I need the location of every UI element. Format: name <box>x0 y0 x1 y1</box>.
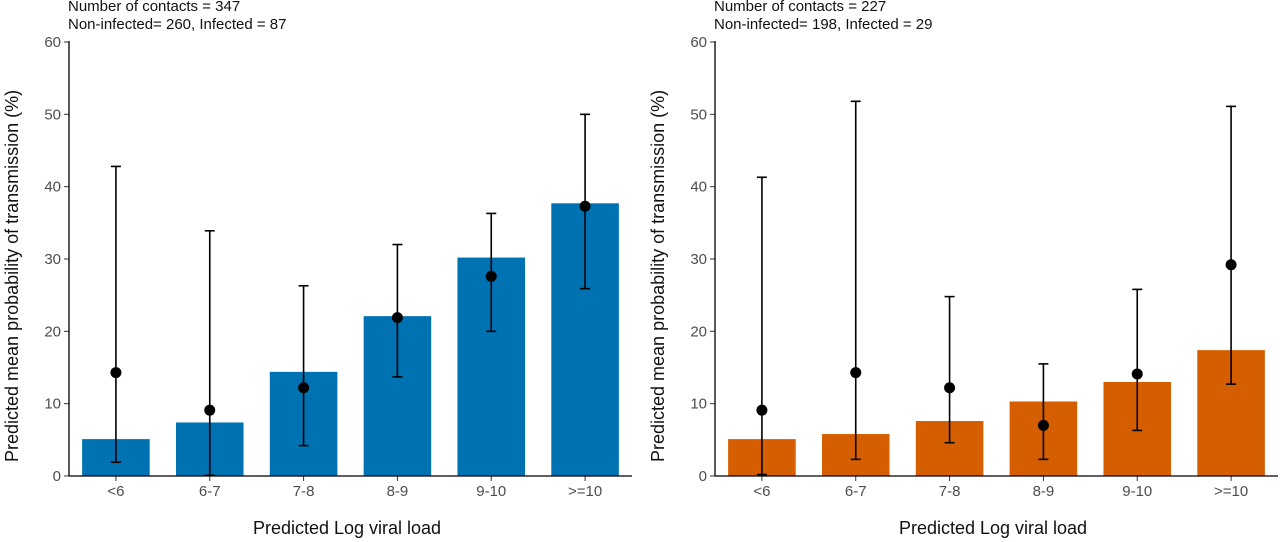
y-tick-label: 10 <box>690 396 707 413</box>
mean-point <box>485 270 497 282</box>
subtitle-contacts: Number of contacts = 347 <box>68 0 241 15</box>
y-tick-label: 40 <box>690 179 707 196</box>
y-tick-label: 60 <box>690 34 707 51</box>
x-tick-label: 6-7 <box>199 483 221 500</box>
y-tick-label: 20 <box>690 323 707 340</box>
y-tick-label: 0 <box>53 468 61 485</box>
subtitle-contacts: Number of contacts = 227 <box>714 0 887 15</box>
mean-point <box>298 382 310 394</box>
subtitle-infection-counts: Non-infected= 198, Infected = 29 <box>714 16 933 33</box>
chart-panel-left: Number of contacts = 347 Non-infected= 2… <box>2 0 632 538</box>
mean-point <box>204 404 216 416</box>
mean-point <box>756 404 768 416</box>
x-tick-label: >=10 <box>1214 483 1248 500</box>
x-axis-label: Predicted Log viral load <box>252 518 442 538</box>
y-tick-label: 40 <box>44 179 61 196</box>
y-tick-label: 60 <box>44 34 61 51</box>
mean-point <box>1131 368 1143 380</box>
mean-point <box>110 367 122 379</box>
x-tick-label: <6 <box>107 483 124 500</box>
plot-area: 0 10 20 30 40 50 60 <6 6-7 7-8 8-9 9-10 >=10 <box>690 34 1278 500</box>
mean-point <box>579 200 591 212</box>
x-tick-label: 8-9 <box>387 483 409 500</box>
chart-panel-right: Number of contacts = 227 Non-infected= 1… <box>640 0 1280 542</box>
plot-area: 0 10 20 30 40 50 60 <6 6-7 7-8 8-9 9-10 >=10 <box>44 34 632 500</box>
y-tick-label: 0 <box>699 468 707 485</box>
x-tick-label: >=10 <box>568 483 602 500</box>
y-axis-label: Predicted mean probability of transmissi… <box>2 89 22 462</box>
mean-point <box>850 367 862 379</box>
y-tick-label: 30 <box>690 251 707 268</box>
subtitle-infection-counts: Non-infected= 260, Infected = 87 <box>68 16 287 33</box>
x-tick-label: 7-8 <box>293 483 315 500</box>
x-tick-label: 9-10 <box>1122 483 1152 500</box>
y-tick-label: 50 <box>44 106 61 123</box>
mean-point <box>391 312 403 324</box>
x-axis-label: Predicted Log viral load <box>898 518 1088 538</box>
x-tick-label: 7-8 <box>939 483 961 500</box>
mean-point <box>1037 419 1049 431</box>
y-tick-label: 30 <box>44 251 61 268</box>
x-tick-label: 6-7 <box>845 483 867 500</box>
x-tick-label: 9-10 <box>476 483 506 500</box>
mean-point <box>944 382 956 394</box>
x-tick-label: <6 <box>753 483 770 500</box>
y-axis-label: Predicted mean probability of transmissi… <box>648 89 668 462</box>
y-tick-label: 50 <box>690 106 707 123</box>
y-tick-label: 10 <box>44 396 61 413</box>
y-tick-label: 20 <box>44 323 61 340</box>
x-tick-label: 8-9 <box>1033 483 1055 500</box>
mean-point <box>1225 259 1237 271</box>
